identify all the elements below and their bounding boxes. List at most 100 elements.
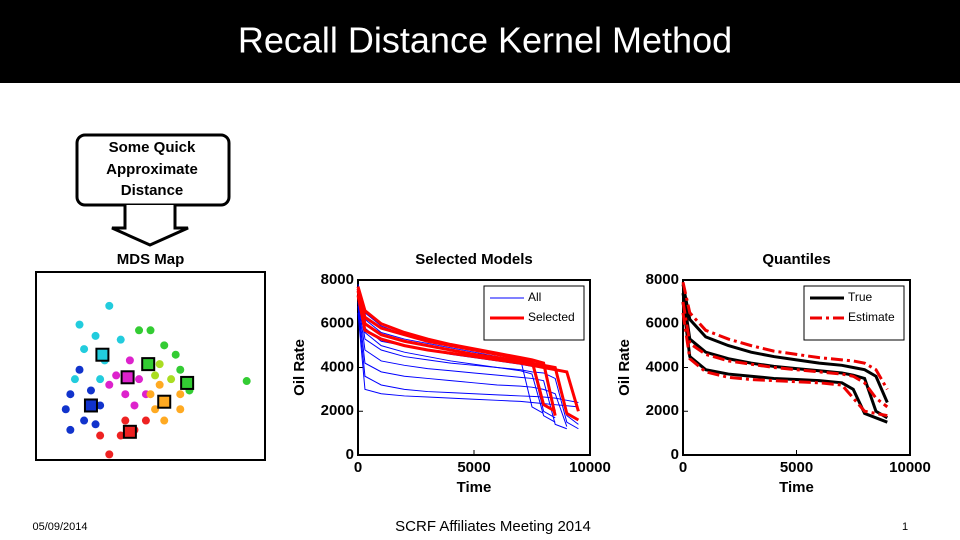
point [80,416,89,425]
point [151,371,160,380]
legend-label: All [528,290,541,304]
plot-area [35,271,266,461]
series-line [357,293,556,423]
series-line [681,301,889,409]
point [96,431,105,440]
point [125,356,134,365]
series-line [356,288,556,413]
point [242,377,251,386]
x-axis-label: Time [457,479,492,496]
series-line [681,281,889,391]
x-tick-label: 0 [354,459,362,476]
medoid [180,375,195,390]
point [146,326,155,335]
slide-title: Recall Distance Kernel Method [238,20,732,61]
series-line [357,288,579,430]
chart-title: Selected Models [415,251,533,268]
series-line [357,301,568,427]
point [116,335,125,344]
y-tick-label: 4000 [646,358,679,375]
point [116,431,125,440]
x-tick-label: 5000 [780,459,813,476]
callout-line: Approximate [106,161,198,178]
point [75,320,84,329]
y-tick-label: 2000 [646,402,679,419]
series-line [681,284,889,404]
y-tick-label: 6000 [321,315,354,332]
point [167,375,176,384]
point [75,365,84,374]
series-line [357,297,567,430]
point [91,420,100,429]
medoid [95,347,110,362]
medoid [141,357,156,372]
footer-page: 1 [902,521,908,533]
point [61,405,70,414]
x-tick-label: 0 [679,459,687,476]
point [146,390,155,399]
point [121,390,130,399]
point [141,416,150,425]
y-tick-label: 8000 [321,271,354,288]
point [86,386,95,395]
y-tick-label: 6000 [646,315,679,332]
medoid [120,370,135,385]
x-tick-label: 10000 [569,459,611,476]
point [160,341,169,350]
point [176,405,185,414]
callout-arrow [111,205,189,247]
point [155,380,164,389]
point [96,375,105,384]
y-axis-label: Oil Rate [291,339,308,396]
x-tick-label: 5000 [457,459,490,476]
point [105,450,114,459]
medoid [83,398,98,413]
callout-line: Distance [121,182,184,199]
chart-title: MDS Map [117,251,185,268]
title-bar [0,0,960,83]
medoid [122,424,137,439]
series-line [356,290,580,422]
series-line [681,301,888,424]
y-tick-label: 4000 [321,358,354,375]
legend [483,285,585,341]
footer-center: SCRF Affiliates Meeting 2014 [395,518,591,535]
point [160,416,169,425]
point [105,380,114,389]
y-tick-label: 2000 [321,402,354,419]
series-line [356,295,580,412]
series-line [681,292,889,420]
point [135,326,144,335]
point [91,331,100,340]
medoid [157,394,172,409]
point [66,390,75,399]
x-axis-label: Time [779,479,814,496]
point [176,390,185,399]
point [96,401,105,410]
footer-date: 05/09/2014 [32,521,87,533]
point [130,401,139,410]
legend [803,285,905,341]
x-tick-label: 10000 [889,459,931,476]
point [66,425,75,434]
point [112,371,121,380]
point [155,360,164,369]
y-tick-label: 8000 [646,271,679,288]
point [171,350,180,359]
point [176,365,185,374]
legend-label: Selected [528,310,575,324]
point [105,301,114,310]
point [121,416,130,425]
series-line [681,312,888,418]
point [80,345,89,354]
y-tick-label: 0 [671,446,679,463]
callout-line: Some Quick [109,139,196,156]
chart-title: Quantiles [762,251,830,268]
series-line [357,306,579,403]
point [70,375,79,384]
legend-label: True [848,290,873,304]
y-axis-label: Oil Rate [616,339,633,396]
y-tick-label: 0 [346,446,354,463]
